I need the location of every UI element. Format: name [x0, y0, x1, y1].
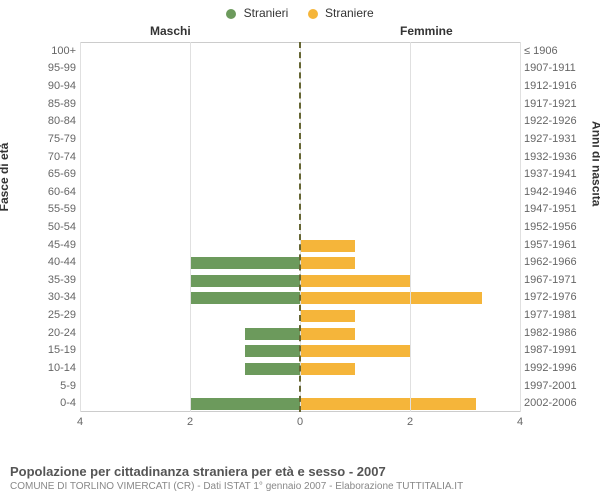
y-label-birth: 1977-1981 — [524, 309, 577, 321]
gridline — [520, 42, 521, 412]
chart: Maschi Femmine Fasce di età Anni di nasc… — [0, 20, 600, 430]
y-label-birth: 1982-1986 — [524, 327, 577, 339]
y-label-age: 85-89 — [48, 98, 76, 110]
y-label-birth: 1997-2001 — [524, 380, 577, 392]
y-label-birth: 1942-1946 — [524, 186, 577, 198]
y-label-age: 75-79 — [48, 133, 76, 145]
y-label-age: 25-29 — [48, 309, 76, 321]
y-label-age: 65-69 — [48, 168, 76, 180]
plot-area: 24024100+≤ 190695-991907-191190-941912-1… — [80, 42, 520, 412]
y-label-age: 35-39 — [48, 274, 76, 286]
y-label-birth: 1922-1926 — [524, 115, 577, 127]
x-tick: 2 — [407, 412, 413, 428]
legend-label-1: Stranieri — [244, 6, 289, 20]
chart-subtitle: COMUNE DI TORLINO VIMERCATI (CR) - Dati … — [10, 481, 590, 492]
y-label-birth: 1967-1971 — [524, 274, 577, 286]
x-tick: 0 — [297, 412, 303, 428]
legend: Stranieri Straniere — [0, 0, 600, 20]
x-tick: 4 — [517, 412, 523, 428]
y-label-birth: 1947-1951 — [524, 203, 577, 215]
chart-title: Popolazione per cittadinanza straniera p… — [10, 464, 590, 479]
y-label-age: 0-4 — [60, 397, 76, 409]
legend-item-stranieri: Stranieri — [226, 6, 291, 20]
y-label-birth: 1962-1966 — [524, 256, 577, 268]
y-label-age: 100+ — [51, 45, 76, 57]
y-label-age: 45-49 — [48, 239, 76, 251]
y-label-birth: 1987-1991 — [524, 344, 577, 356]
y-label-age: 15-19 — [48, 344, 76, 356]
y-label-birth: 1937-1941 — [524, 168, 577, 180]
y-label-age: 10-14 — [48, 362, 76, 374]
y-label-age: 50-54 — [48, 221, 76, 233]
y-label-birth: 2002-2006 — [524, 397, 577, 409]
x-tick: 2 — [187, 412, 193, 428]
y-axis-title-right: Anni di nascita — [589, 121, 600, 206]
y-label-birth: ≤ 1906 — [524, 45, 558, 57]
y-label-age: 60-64 — [48, 186, 76, 198]
y-label-age: 40-44 — [48, 256, 76, 268]
legend-color-1 — [226, 9, 236, 19]
y-label-birth: 1912-1916 — [524, 80, 577, 92]
y-label-age: 80-84 — [48, 115, 76, 127]
y-label-birth: 1952-1956 — [524, 221, 577, 233]
y-label-age: 5-9 — [60, 380, 76, 392]
x-tick: 4 — [77, 412, 83, 428]
header-left: Maschi — [150, 24, 191, 38]
y-label-birth: 1992-1996 — [524, 362, 577, 374]
y-label-age: 30-34 — [48, 291, 76, 303]
y-label-age: 90-94 — [48, 80, 76, 92]
header-right: Femmine — [400, 24, 453, 38]
y-label-birth: 1972-1976 — [524, 291, 577, 303]
y-label-age: 20-24 — [48, 327, 76, 339]
y-label-birth: 1932-1936 — [524, 151, 577, 163]
legend-item-straniere: Straniere — [308, 6, 374, 20]
y-label-birth: 1927-1931 — [524, 133, 577, 145]
y-label-birth: 1957-1961 — [524, 239, 577, 251]
y-label-age: 55-59 — [48, 203, 76, 215]
legend-color-2 — [308, 9, 318, 19]
footer: Popolazione per cittadinanza straniera p… — [10, 464, 590, 492]
center-line — [299, 42, 301, 412]
y-label-birth: 1907-1911 — [524, 62, 576, 74]
y-label-birth: 1917-1921 — [524, 98, 577, 110]
y-label-age: 95-99 — [48, 62, 76, 74]
y-label-age: 70-74 — [48, 151, 76, 163]
y-axis-title-left: Fasce di età — [0, 143, 11, 212]
legend-label-2: Straniere — [325, 6, 374, 20]
